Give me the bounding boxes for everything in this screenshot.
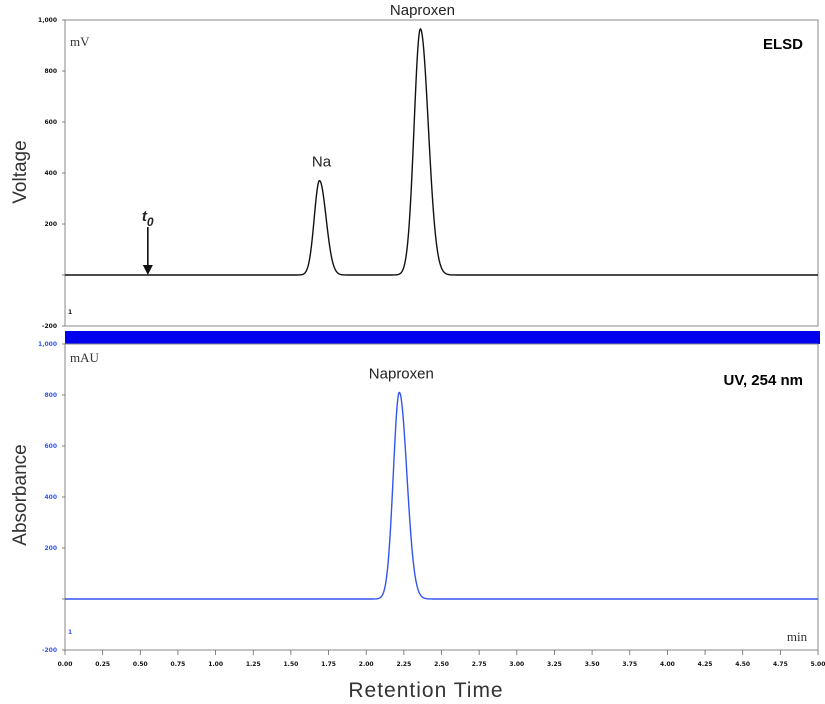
x-tick-label: 5.00 — [811, 661, 825, 668]
x-tick-label: 3.25 — [547, 661, 562, 668]
elsd-panel: -200 200 400 600 800 1,000 Na Naproxen mV ELSD… — [10, 2, 818, 330]
x-tick-label: 4.50 — [735, 661, 750, 668]
x-tick-label: 3.50 — [585, 661, 600, 668]
uv-y-tick-label: -200 — [42, 647, 57, 654]
x-tick-label: 3.75 — [622, 661, 637, 668]
elsd-detector-label: ELSD — [763, 36, 803, 53]
x-unit-label: min — [787, 629, 808, 644]
elsd-y-axis-label: Voltage — [10, 140, 31, 203]
elsd-y-tick-label: -200 — [42, 323, 57, 330]
x-tick-label: 2.50 — [434, 661, 449, 668]
uv-y-tick-label: 1,000 — [38, 341, 57, 348]
uv-peak-labels: Naproxen — [369, 365, 434, 382]
elsd-y-ticks: -200 200 400 600 800 1,000 — [38, 17, 65, 330]
x-tick-label: 1.25 — [246, 661, 261, 668]
elsd-y-tick-label: 200 — [44, 221, 57, 228]
x-tick-label: 2.25 — [396, 661, 411, 668]
elsd-corner-tick: 1 — [68, 309, 72, 316]
elsd-peak-label: Na — [312, 154, 332, 171]
uv-peak-label: Naproxen — [369, 365, 434, 382]
x-tick-label: 1.00 — [208, 661, 223, 668]
x-axis-title: Retention Time — [348, 679, 503, 702]
x-tick-label: 0.50 — [133, 661, 148, 668]
uv-y-ticks: -200 200 400 600 800 1,000 — [38, 341, 65, 654]
x-tick-label: 0.00 — [58, 661, 73, 668]
uv-detector-label: UV, 254 nm — [724, 372, 804, 389]
uv-y-tick-label: 400 — [44, 494, 57, 501]
uv-plot-frame — [65, 344, 818, 650]
x-tick-label: 2.75 — [472, 661, 487, 668]
uv-y-axis-label: Absorbance — [10, 444, 31, 545]
elsd-y-tick-label: 600 — [44, 119, 57, 126]
uv-y-tick-label: 600 — [44, 443, 57, 450]
x-tick-label: 2.00 — [359, 661, 374, 668]
elsd-unit-label: mV — [70, 34, 90, 49]
elsd-y-tick-label: 400 — [44, 170, 57, 177]
x-tick-label: 4.75 — [773, 661, 788, 668]
x-tick-label: 3.00 — [509, 661, 524, 668]
x-tick-label: 1.50 — [283, 661, 298, 668]
uv-corner-tick: 1 — [68, 629, 72, 636]
uv-y-tick-label: 800 — [44, 392, 57, 399]
x-tick-label: 0.25 — [95, 661, 110, 668]
t0-label-subscript: 0 — [147, 215, 154, 229]
uv-unit-label: mAU — [70, 350, 100, 365]
elsd-y-tick-label: 1,000 — [38, 17, 57, 24]
x-tick-label: 0.75 — [171, 661, 186, 668]
x-axis-ticks: 0.00 0.25 0.50 0.75 1.00 1.25 1.50 1.75 2.00 2.25… — [58, 650, 825, 668]
x-tick-label: 4.25 — [698, 661, 713, 668]
uv-y-tick-label: 200 — [44, 545, 57, 552]
elsd-plot-frame — [65, 20, 818, 326]
x-tick-label: 4.00 — [660, 661, 675, 668]
panel-separator-bar — [65, 331, 820, 344]
elsd-peak-label: Naproxen — [390, 2, 455, 19]
uv-panel: -200 200 400 600 800 1,000 Naproxen mAU UV, 2… — [10, 341, 818, 654]
elsd-y-tick-label: 800 — [44, 68, 57, 75]
x-tick-label: 1.75 — [321, 661, 336, 668]
